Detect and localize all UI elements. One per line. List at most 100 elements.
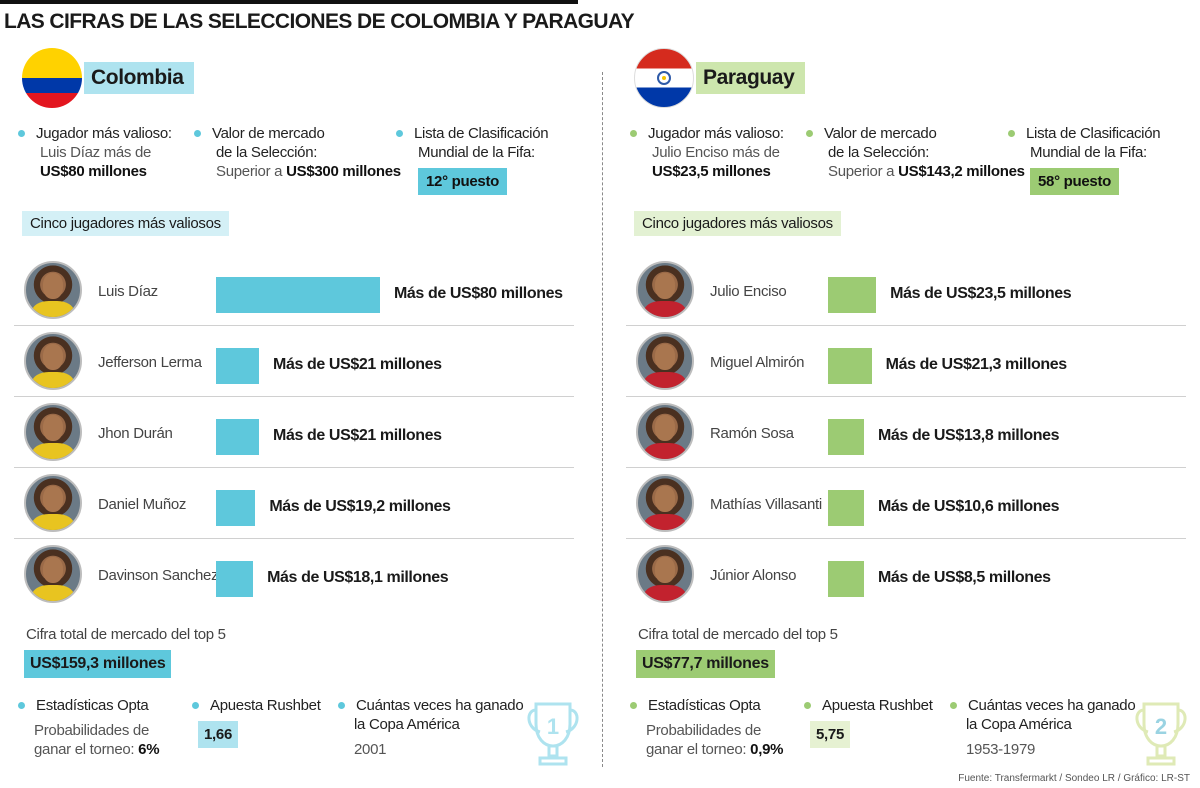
value-label: Más de US$13,8 millones xyxy=(878,427,1060,444)
player-face xyxy=(43,415,63,441)
fact-title: Jugador más valioso: xyxy=(648,125,784,142)
player-name: Davinson Sanchez xyxy=(98,567,219,584)
player-row: Jefferson Lerma Más de US$21 millones xyxy=(14,326,574,397)
player-row: Julio Enciso Más de US$23,5 millones xyxy=(626,255,1186,326)
player-jersey xyxy=(644,301,686,317)
fact-title: Lista de Clasificación xyxy=(1026,125,1161,142)
value-bar xyxy=(216,490,256,526)
fifa-rank-badge: 58° puesto xyxy=(1030,168,1120,195)
player-jersey xyxy=(32,443,74,459)
player-photo-icon xyxy=(636,332,694,390)
value-label: Más de US$10,6 millones xyxy=(878,498,1060,515)
player-row: Jhon Durán Más de US$21 millones xyxy=(14,397,574,468)
fact-title: Lista de Clasificación xyxy=(414,125,549,142)
player-photo-icon xyxy=(24,332,82,390)
player-name: Júnior Alonso xyxy=(710,567,797,584)
player-jersey xyxy=(644,443,686,459)
page-title: LAS CIFRAS DE LAS SELECCIONES DE COLOMBI… xyxy=(4,10,635,33)
copa-years: 1953-1979 xyxy=(966,741,1036,758)
bullet-dot-icon xyxy=(804,702,811,709)
stat-line: Probabilidades de xyxy=(646,722,761,739)
bullet-dot-icon xyxy=(18,130,25,137)
stat-line: Probabilidades de xyxy=(34,722,149,739)
trophy-count: 2 xyxy=(1155,714,1167,739)
fact-title: de la Selección: xyxy=(216,144,318,161)
fact-value: US$23,5 millones xyxy=(652,163,771,180)
bullet-dot-icon xyxy=(630,702,637,709)
player-jersey xyxy=(32,372,74,388)
value-label: Más de US$8,5 millones xyxy=(878,569,1051,586)
value-bar xyxy=(216,348,260,384)
top5-heading: Cinco jugadores más valiosos xyxy=(634,211,841,236)
total-value-badge: US$77,7 millones xyxy=(636,650,775,678)
fact-title: Mundial de la Fifa: xyxy=(418,144,535,161)
fact-value: US$80 millones xyxy=(40,163,147,180)
fifa-ranking-fact: Lista de Clasificación Mundial de la Fif… xyxy=(1008,124,1161,195)
player-photo-icon xyxy=(636,474,694,532)
player-row: Júnior Alonso Más de US$8,5 millones xyxy=(626,539,1186,610)
player-jersey xyxy=(644,372,686,388)
value-bar xyxy=(828,348,872,384)
player-jersey xyxy=(32,585,74,601)
player-face xyxy=(43,344,63,370)
player-name: Julio Enciso xyxy=(710,283,787,300)
player-name: Jhon Durán xyxy=(98,425,173,442)
stat-title: Estadísticas Opta xyxy=(648,697,761,714)
player-row: Daniel Muñoz Más de US$19,2 millones xyxy=(14,468,574,539)
value-label: Más de US$21 millones xyxy=(273,427,442,444)
player-photo-icon xyxy=(24,474,82,532)
value-bar xyxy=(216,561,254,597)
fact-prefix: Superior a xyxy=(828,163,895,180)
player-jersey xyxy=(32,514,74,530)
player-face xyxy=(655,273,675,299)
player-photo-icon xyxy=(636,545,694,603)
bullet-dot-icon xyxy=(630,130,637,137)
top5-heading: Cinco jugadores más valiosos xyxy=(22,211,229,236)
player-face xyxy=(655,486,675,512)
value-label: Más de US$23,5 millones xyxy=(890,285,1072,302)
player-face xyxy=(43,273,63,299)
fact-line: Luis Díaz más de xyxy=(40,144,152,161)
value-bar xyxy=(828,490,864,526)
value-bar xyxy=(216,419,260,455)
stat-title: Apuesta Rushbet xyxy=(210,697,321,714)
opta-stat: Estadísticas Opta Probabilidades de gana… xyxy=(630,696,783,759)
player-name: Luis Díaz xyxy=(98,283,158,300)
bullet-dot-icon xyxy=(806,130,813,137)
player-row: Miguel Almirón Más de US$21,3 millones xyxy=(626,326,1186,397)
stat-title: la Copa América xyxy=(966,716,1072,733)
player-row: Ramón Sosa Más de US$13,8 millones xyxy=(626,397,1186,468)
country-name: Colombia xyxy=(84,62,195,94)
colombia-flag-icon xyxy=(22,48,82,108)
fact-title: Valor de mercado xyxy=(824,125,937,142)
player-face xyxy=(655,415,675,441)
player-name: Daniel Muñoz xyxy=(98,496,187,513)
bullet-dot-icon xyxy=(338,702,345,709)
player-row: Davinson Sanchez Más de US$18,1 millones xyxy=(14,539,574,610)
value-bar xyxy=(828,419,864,455)
player-row: Mathías Villasanti Más de US$10,6 millone… xyxy=(626,468,1186,539)
player-face xyxy=(655,344,675,370)
bullet-dot-icon xyxy=(18,702,25,709)
rushbet-stat: Apuesta Rushbet 1,66 xyxy=(192,696,321,748)
market-value-fact: Valor de mercado de la Selección: Superi… xyxy=(194,124,401,181)
title-rule xyxy=(0,0,578,4)
value-label: Más de US$80 millones xyxy=(394,285,563,302)
player-jersey xyxy=(32,301,74,317)
fact-value: US$300 millones xyxy=(286,163,401,180)
trophy-icon: 2 xyxy=(1135,702,1187,766)
paraguay-top5-chart: Julio Enciso Más de US$23,5 millones Migue… xyxy=(626,255,1186,610)
value-label: Más de US$21 millones xyxy=(273,356,442,373)
value-label: Más de US$19,2 millones xyxy=(269,498,451,515)
fact-line: Julio Enciso más de xyxy=(652,144,780,161)
copa-america-stat: Cuántas veces ha ganado la Copa América … xyxy=(950,696,1136,759)
player-photo-icon xyxy=(636,261,694,319)
trophy-icon: 1 xyxy=(527,702,579,766)
most-valuable-player-fact: Jugador más valioso: Luis Díaz más de US… xyxy=(18,124,172,181)
fifa-rank-badge: 12° puesto xyxy=(418,168,508,195)
stat-title: Cuántas veces ha ganado xyxy=(968,697,1136,714)
country-name: Paraguay xyxy=(696,62,806,94)
fact-value: US$143,2 millones xyxy=(898,163,1025,180)
source-credit: Fuente: Transfermarkt / Sondeo LR / Gráf… xyxy=(958,773,1190,784)
value-label: Más de US$21,3 millones xyxy=(885,356,1068,373)
